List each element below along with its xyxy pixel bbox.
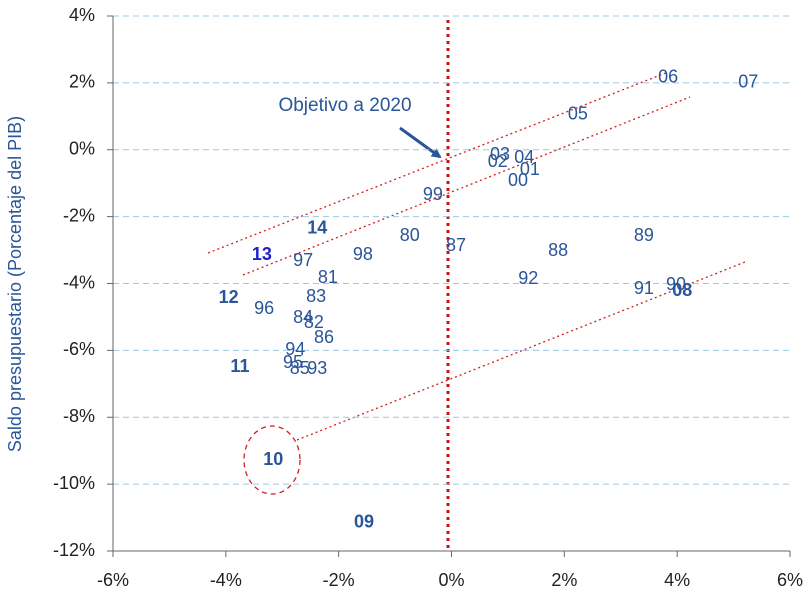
point-label: 03 xyxy=(490,144,510,164)
point-label: 82 xyxy=(304,312,324,332)
trend-line xyxy=(207,71,669,254)
point-label: 81 xyxy=(318,267,338,287)
point-label: 85 xyxy=(290,358,310,378)
point-label: 84 xyxy=(293,307,313,327)
x-tick-label: -2% xyxy=(323,570,355,590)
y-tick-label: 0% xyxy=(69,139,95,159)
x-tick-label: 4% xyxy=(664,570,690,590)
x-tick-label: -4% xyxy=(210,570,242,590)
point-label: 97 xyxy=(293,250,313,270)
y-tick-label: -4% xyxy=(63,272,95,292)
trend-line xyxy=(242,96,691,276)
point-label: 90 xyxy=(666,274,686,294)
x-tick-label: 6% xyxy=(777,570,803,590)
x-tick-label: 0% xyxy=(438,570,464,590)
point-label: 11 xyxy=(230,356,249,376)
point-label: 95 xyxy=(283,352,303,372)
x-tick-label: -6% xyxy=(97,570,129,590)
y-tick-label: -12% xyxy=(53,540,95,560)
point-label: 02 xyxy=(488,151,508,171)
y-tick-label: -10% xyxy=(53,473,95,493)
trend-line xyxy=(296,261,746,441)
point-label: 87 xyxy=(446,235,466,255)
point-label: 80 xyxy=(400,225,420,245)
annotation: Objetivo a 2020 xyxy=(278,95,411,116)
point-label: 98 xyxy=(353,244,373,264)
point-label: 01 xyxy=(520,159,540,179)
highlight-ellipse xyxy=(243,425,301,495)
trend-lines xyxy=(207,71,746,495)
y-tick-label: -6% xyxy=(63,339,95,359)
point-label: 00 xyxy=(508,170,528,190)
point-label: 92 xyxy=(518,268,538,288)
point-label: 86 xyxy=(314,327,334,347)
point-label: 12 xyxy=(219,287,239,307)
point-label: 91 xyxy=(634,278,654,298)
point-label: 09 xyxy=(354,511,374,531)
point-label: 94 xyxy=(285,339,305,359)
point-label: 99 xyxy=(423,184,443,204)
y-tick-label: 2% xyxy=(69,72,95,92)
point-label: 96 xyxy=(254,298,274,318)
point-label: 14 xyxy=(307,218,327,238)
point-label: 07 xyxy=(738,72,758,92)
y-tick-label: 4% xyxy=(69,5,95,25)
point-label: 83 xyxy=(306,286,326,306)
y-tick-label: -8% xyxy=(63,406,95,426)
point-label: 93 xyxy=(307,358,327,378)
y-axis-label: Saldo presupuestario (Porcentaje del PIB… xyxy=(5,116,25,452)
x-tick-label: 2% xyxy=(551,570,577,590)
point-label: 05 xyxy=(568,104,588,124)
point-label: 89 xyxy=(634,225,654,245)
point-label: 13 xyxy=(252,244,272,264)
y-tick-label: -2% xyxy=(63,205,95,225)
point-label: 06 xyxy=(658,67,678,87)
point-label: 08 xyxy=(672,280,692,300)
point-label: 88 xyxy=(548,240,568,260)
point-label: 04 xyxy=(514,147,534,167)
point-label: 10 xyxy=(263,449,283,469)
annotation-arrow xyxy=(399,126,442,159)
